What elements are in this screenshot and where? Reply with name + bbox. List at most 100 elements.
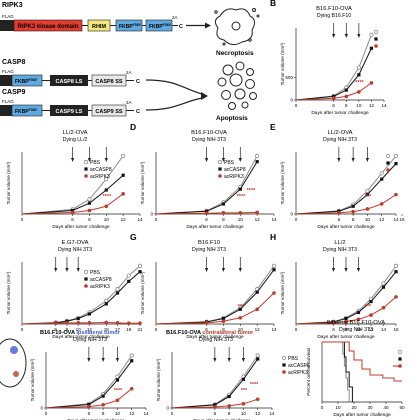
data-point-acripk3 [129,386,134,391]
panel-title-h: LL/2 [334,240,345,246]
injection-arrowhead [54,268,58,272]
data-point-accasp8 [344,316,348,321]
data-point-acripk3 [76,321,80,325]
x-tick-label: 10 [335,405,341,410]
data-point-accasp8 [227,394,231,399]
x-tick-label: 0 [171,411,174,416]
legend-label-pbs: PBS [288,356,299,362]
data-point-acripk3 [379,202,384,206]
y-axis-label: Percent overall survival [306,348,311,396]
x-tick-label: 0 [295,103,298,108]
data-point-acripk3 [53,321,58,326]
data-point-acripk3 [221,319,226,324]
data-point-pbs [393,153,399,158]
casp8-ls-label: CASP8 LS [56,79,83,85]
series-line-pbs [295,265,397,325]
x-tick-label: 0 [155,327,158,332]
data-point-accasp8 [369,299,373,304]
data-point-acripk3 [241,402,246,406]
panel-subtitle-g: Dying NIH 3T3 [192,247,226,253]
legend-marker-accasp8 [386,161,390,165]
x-tick-label: 40 [383,405,389,410]
casp8-flag-label: FLAG [2,69,14,74]
chart-panel-e [294,147,403,216]
data-point-acripk3 [365,207,370,211]
data-point-acripk3 [238,316,243,320]
injection-arrowhead [351,158,355,162]
panel-title-j: Bilateral B16.F10-OVA [327,320,385,326]
legend-marker-pbs [83,269,89,275]
data-point-accasp8 [87,312,92,316]
casp8-arrow [145,79,203,95]
injection-arrowhead [76,268,80,272]
panel-title-b: B16.F10-OVA [316,6,352,12]
x-tick-label: 12 [379,217,385,222]
injection-arrowhead [344,268,348,272]
data-point-pbs [87,197,92,202]
casp9-construct-title: CASP9 [2,89,25,96]
significance-stars: *** [365,194,372,200]
legend-label-pbs: PBS [224,160,235,166]
data-point-accasp8 [380,177,384,181]
significance-stars: **** [103,194,112,200]
x-axis-label: Days after tumor challenge [311,110,369,116]
data-point-accasp8 [365,193,370,197]
injection-arrowhead [238,158,242,162]
significance-stars: **** [250,382,259,388]
casp9-flag-label: FLAG [2,99,14,104]
x-tick-label: 50 [399,405,405,410]
data-point-acripk3 [351,209,355,214]
y-axis-label: Tumor volume (mm³) [156,358,161,401]
series-line-acripk3 [155,292,275,325]
data-point-acripk3 [381,305,386,310]
data-point-accasp8 [238,307,242,311]
x-tick-label: 0 [21,217,24,222]
x-axis-label: Days after tumor challenge [333,412,391,418]
ripk3-2a-label: 2A [172,15,178,20]
series-line-pbs [21,265,141,325]
significance-stars: **** [355,80,364,86]
data-point-acripk3 [104,320,109,325]
x-tick-label: 8 [222,217,225,222]
ripk3-flag-label: FLAG [2,14,14,19]
x-tick-label: 14 [271,217,277,222]
data-point-acripk3 [204,321,209,325]
data-point-accasp8 [344,88,348,92]
chart-panel-i2 [170,347,287,410]
data-point-accasp8 [87,402,91,407]
apoptotic-cell-icon [217,61,257,110]
legend-marker-acripk3 [282,370,286,374]
series-line-accasp8 [171,358,259,409]
chart-panel-j [321,341,403,404]
ripk3-construct-title: RIPK3 [2,2,23,9]
data-point-acripk3 [104,204,109,209]
x-tick-label: 12 [121,217,127,222]
significance-stars: **** [247,188,256,194]
data-point-acripk3 [369,313,373,317]
ripk3-c-terminus-label: C [179,24,183,30]
legend-marker-acripk3 [84,284,88,288]
injection-arrowhead [344,34,348,38]
legend-label-accasp8: acCASP8 [90,167,112,173]
x-tick-label: 8 [222,327,225,332]
panel-subtitle-h: Dying NIH 3T3 [323,247,357,253]
y-axis-label: Tumor volume (mm³) [140,271,145,314]
panel-title-main: B16.F10-OVA [166,330,202,336]
data-point-accasp8 [241,377,246,381]
injection-arrowhead [101,358,105,362]
data-point-accasp8 [394,162,398,166]
x-tick-label: 10 [115,411,121,416]
apoptosis-label: Apoptosis [216,115,248,122]
necroptotic-cell-icon [214,8,260,46]
y-axis-label: Tumor volume (mm³) [280,161,285,204]
data-point-acripk3 [255,397,260,402]
panel-letter-d: D [130,122,136,132]
data-point-pbs [115,287,120,292]
data-point-pbs [255,353,260,358]
data-point-pbs [393,263,399,268]
significance-stars: *** [393,365,400,371]
x-tick-label: 14 [137,217,143,222]
injection-arrowhead [365,158,370,162]
y-tick-label: 0 [150,212,153,217]
injection-arrowhead [204,268,209,272]
